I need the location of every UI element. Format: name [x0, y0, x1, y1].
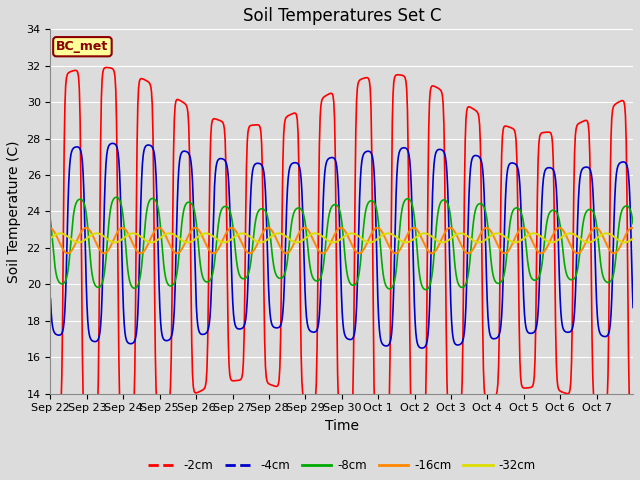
-16cm — [402, 235, 410, 240]
-32cm — [47, 236, 54, 241]
-8cm — [252, 218, 259, 224]
Legend: -2cm, -4cm, -8cm, -16cm, -32cm: -2cm, -4cm, -8cm, -16cm, -32cm — [143, 454, 540, 477]
Line: -2cm: -2cm — [51, 68, 633, 438]
-8cm — [422, 287, 429, 292]
-8cm — [116, 197, 124, 203]
-32cm — [629, 236, 637, 241]
-32cm — [251, 238, 259, 243]
-16cm — [251, 246, 259, 252]
-2cm — [223, 216, 230, 222]
Line: -32cm: -32cm — [51, 233, 633, 242]
-2cm — [47, 412, 54, 418]
-16cm — [435, 243, 442, 249]
Title: Soil Temperatures Set C: Soil Temperatures Set C — [243, 7, 441, 25]
-16cm — [47, 225, 54, 231]
-2cm — [629, 427, 637, 433]
-4cm — [252, 161, 259, 167]
Y-axis label: Soil Temperature (C): Soil Temperature (C) — [7, 140, 21, 283]
-2cm — [404, 108, 412, 113]
-32cm — [402, 240, 410, 245]
-4cm — [436, 146, 444, 152]
-16cm — [222, 230, 230, 236]
-8cm — [47, 218, 54, 224]
X-axis label: Time: Time — [324, 419, 359, 433]
-32cm — [511, 240, 519, 245]
-16cm — [629, 225, 637, 231]
-16cm — [273, 237, 281, 243]
-16cm — [501, 251, 509, 256]
-4cm — [403, 146, 410, 152]
-4cm — [629, 305, 637, 311]
-32cm — [435, 239, 442, 244]
Line: -16cm: -16cm — [51, 228, 633, 253]
Line: -8cm: -8cm — [51, 197, 633, 289]
-8cm — [113, 194, 120, 200]
Text: BC_met: BC_met — [56, 40, 109, 53]
-8cm — [403, 196, 410, 202]
-16cm — [115, 227, 123, 233]
-32cm — [530, 230, 538, 236]
-2cm — [380, 435, 388, 441]
-2cm — [252, 122, 259, 128]
-4cm — [109, 141, 116, 146]
-2cm — [116, 396, 124, 402]
-8cm — [436, 201, 444, 206]
-16cm — [519, 225, 527, 231]
-4cm — [47, 296, 54, 301]
-4cm — [274, 325, 282, 331]
-8cm — [223, 204, 230, 210]
-8cm — [629, 221, 637, 227]
-2cm — [274, 383, 282, 389]
-4cm — [418, 345, 426, 351]
-4cm — [223, 162, 230, 168]
-8cm — [274, 274, 282, 280]
-2cm — [436, 87, 444, 93]
-4cm — [116, 170, 124, 176]
-2cm — [103, 65, 111, 71]
-32cm — [273, 231, 281, 237]
-32cm — [115, 239, 123, 244]
Line: -4cm: -4cm — [51, 144, 633, 348]
-32cm — [222, 240, 230, 245]
